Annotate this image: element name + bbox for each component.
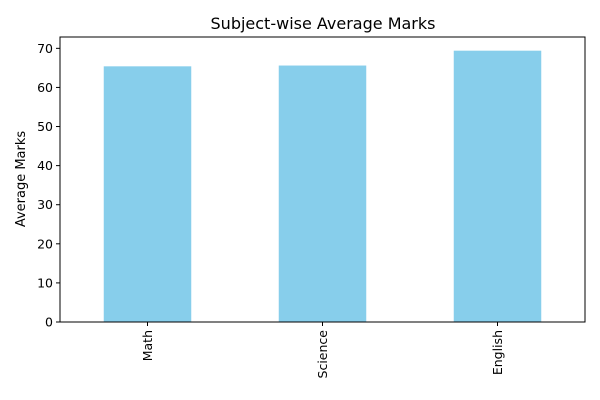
y-tick-label: 50: [37, 119, 53, 134]
x-axis-ticks: Math Science English: [140, 322, 505, 378]
x-tick-label: Science: [315, 330, 330, 379]
bars-group: [103, 50, 542, 322]
y-tick-label: 10: [37, 275, 53, 290]
y-axis-ticks: 0 10 20 30 40 50 60 70: [37, 41, 60, 330]
y-tick-label: 60: [37, 80, 53, 95]
y-tick-label: 40: [37, 158, 53, 173]
bar-science: [278, 65, 367, 322]
x-tick-label: English: [490, 330, 505, 375]
y-tick-label: 70: [37, 41, 53, 56]
x-tick-label: Math: [140, 330, 155, 361]
y-tick-label: 20: [37, 236, 53, 251]
plot-frame: [59, 36, 586, 323]
y-tick-label: 0: [45, 315, 53, 330]
bar-math: [103, 66, 192, 322]
bar-english: [453, 50, 542, 322]
y-axis-label: Average Marks: [14, 131, 29, 228]
y-tick-label: 30: [37, 197, 53, 212]
chart-title: Subject-wise Average Marks: [211, 14, 436, 33]
